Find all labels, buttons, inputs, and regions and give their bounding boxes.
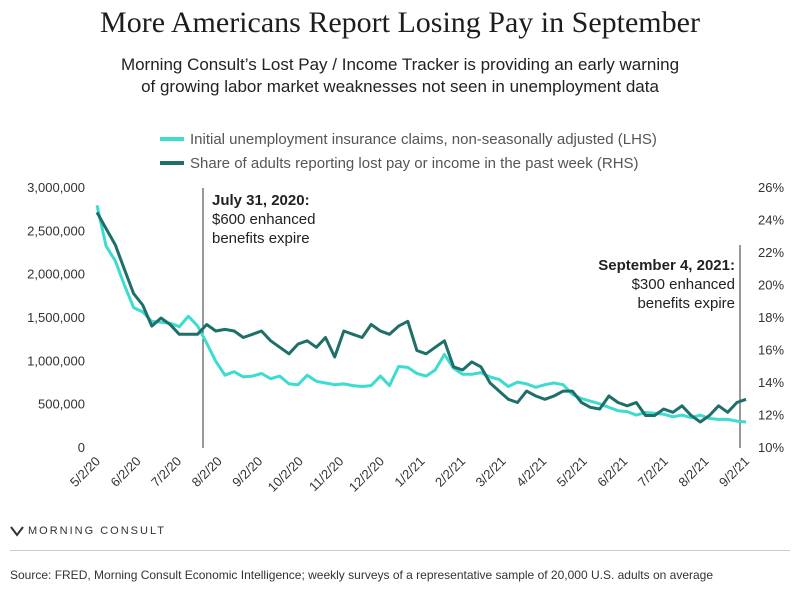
x-tick-label: 7/2/21 (635, 454, 671, 490)
y-right-tick-label: 18% (758, 310, 784, 325)
legend: Initial unemployment insurance claims, n… (160, 127, 657, 175)
x-tick-label: 10/2/20 (265, 454, 306, 495)
annotation-text-sept-2021: benefits expire (637, 295, 735, 312)
legend-swatch-claims (160, 137, 184, 141)
footer-divider (10, 550, 790, 551)
subtitle-line-2: of growing labor market weaknesses not s… (141, 77, 659, 96)
x-tick-label: 3/2/21 (473, 454, 509, 490)
x-tick-label: 6/2/20 (108, 454, 144, 490)
legend-item-claims: Initial unemployment insurance claims, n… (160, 127, 657, 151)
y-right-tick-label: 14% (758, 375, 784, 390)
y-left-tick-label: 0 (78, 440, 85, 455)
x-tick-label: 8/2/20 (189, 454, 225, 490)
x-tick-label: 4/2/21 (513, 454, 549, 490)
annotation-text-july-2020: benefits expire (212, 230, 310, 247)
y-right-tick-label: 12% (758, 408, 784, 423)
x-tick-label: 8/2/21 (675, 454, 711, 490)
legend-label-claims: Initial unemployment insurance claims, n… (190, 130, 657, 148)
y-right-tick-label: 24% (758, 213, 784, 228)
x-tick-label: 11/2/20 (306, 454, 347, 495)
annotation-text-sept-2021: September 4, 2021: (598, 257, 735, 274)
annotation-text-july-2020: July 31, 2020: (212, 192, 310, 209)
y-left-tick-label: 1,000,000 (27, 353, 85, 368)
brand-name: MORNING CONSULT (28, 525, 166, 537)
legend-item-lostpay: Share of adults reporting lost pay or in… (160, 151, 657, 175)
chart-title: More Americans Report Losing Pay in Sept… (100, 6, 700, 39)
x-tick-label: 12/2/20 (346, 454, 387, 495)
x-tick-label: 9/2/20 (229, 454, 265, 490)
legend-label-lostpay: Share of adults reporting lost pay or in… (190, 154, 639, 172)
y-right-tick-label: 26% (758, 180, 784, 195)
y-left-tick-label: 2,000,000 (27, 267, 85, 282)
legend-swatch-lostpay (160, 161, 184, 165)
y-right-tick-label: 22% (758, 245, 784, 260)
x-tick-label: 5/2/20 (67, 454, 103, 490)
y-left-tick-label: 500,000 (38, 397, 85, 412)
x-tick-label: 5/2/21 (554, 454, 590, 490)
annotation-text-sept-2021: $300 enhanced (632, 276, 735, 293)
morning-consult-mark-icon (10, 526, 24, 537)
x-tick-label: 1/2/21 (391, 454, 427, 490)
subtitle-line-1: Morning Consult’s Lost Pay / Income Trac… (120, 55, 680, 74)
x-tick-label: 9/2/21 (716, 454, 752, 490)
x-tick-label: 7/2/20 (148, 454, 184, 490)
source-note: Source: FRED, Morning Consult Economic I… (10, 568, 714, 582)
y-left-tick-label: 2,500,000 (27, 223, 85, 238)
y-right-tick-label: 10% (758, 440, 784, 455)
brand-logo: MORNING CONSULT (10, 525, 166, 537)
y-right-tick-label: 20% (758, 278, 784, 293)
annotation-text-july-2020: $600 enhanced (212, 211, 315, 228)
line-chart: 3,000,000 2,500,000 2,000,000 1,500,000 1,00… (27, 180, 784, 495)
series-line-lostpay (95, 211, 747, 424)
y-right-tick-label: 16% (758, 343, 784, 358)
y-left-tick-label: 3,000,000 (27, 180, 85, 195)
x-tick-label: 2/2/21 (432, 454, 468, 490)
x-tick-label: 6/2/21 (594, 454, 630, 490)
y-left-tick-label: 1,500,000 (27, 310, 85, 325)
series-line-claims (95, 204, 747, 424)
chart-subtitle: Morning Consult’s Lost Pay / Income Trac… (0, 54, 800, 98)
